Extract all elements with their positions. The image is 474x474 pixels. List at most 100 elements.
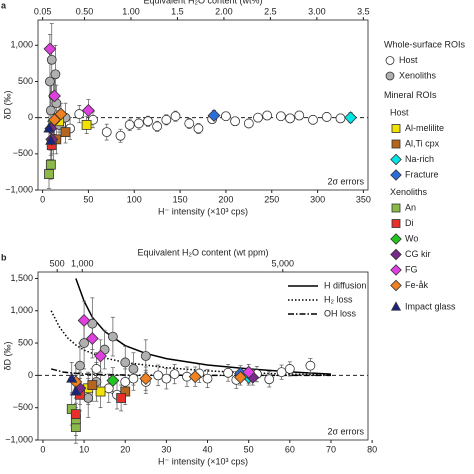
marker — [170, 111, 181, 122]
panel-label: a — [1, 0, 7, 10]
marker — [169, 369, 180, 379]
marker — [207, 109, 221, 122]
marker — [262, 110, 273, 121]
marker — [390, 248, 402, 261]
x-tick-label: 20 — [120, 444, 130, 454]
legend-label: Fracture — [405, 169, 439, 179]
marker — [120, 376, 131, 387]
marker — [43, 122, 55, 133]
marker — [391, 139, 401, 149]
marker — [83, 393, 94, 403]
legend-subtitle: Xenoliths — [390, 187, 428, 197]
marker — [94, 349, 107, 363]
legend-label: Fe-åk — [405, 280, 429, 290]
marker — [45, 105, 56, 116]
marker — [140, 351, 151, 361]
y-tick-label: 500 — [18, 76, 33, 86]
x2-axis-label: Equivalent H₂O content (wt ppm) — [137, 247, 268, 257]
marker — [106, 374, 120, 387]
marker — [390, 264, 402, 276]
marker — [385, 71, 395, 81]
marker — [276, 111, 286, 122]
marker — [54, 107, 68, 121]
x-tick-label: 100 — [127, 194, 142, 204]
marker — [243, 118, 254, 129]
marker — [66, 372, 78, 383]
legend-label: Di — [405, 218, 414, 228]
x-tick-label: 60 — [285, 444, 295, 454]
marker — [107, 331, 118, 342]
plot-frame — [37, 271, 369, 441]
marker — [82, 104, 95, 117]
marker — [305, 360, 316, 371]
marker — [161, 373, 172, 384]
legend-title: Mineral ROIs — [384, 90, 437, 100]
x-axis-label: H⁻ intensity (×10³ cps) — [158, 206, 248, 216]
marker — [120, 357, 131, 368]
marker — [391, 219, 401, 228]
x-tick-label: 300 — [310, 194, 325, 204]
marker — [74, 109, 85, 119]
marker — [75, 360, 85, 371]
legend-label: FG — [405, 264, 418, 274]
y-tick-label: −500 — [13, 148, 33, 158]
x2-tick-label: 2.00 — [215, 6, 233, 16]
marker — [193, 123, 204, 134]
marker — [385, 56, 395, 65]
panel-label: b — [1, 252, 7, 262]
marker — [81, 119, 92, 130]
x-tick-label: 250 — [264, 194, 279, 204]
plot-frame — [37, 19, 369, 191]
x-tick-label: 50 — [244, 444, 254, 454]
marker — [285, 113, 295, 124]
marker — [70, 385, 82, 396]
marker — [139, 372, 153, 386]
annotation: 2σ errors — [327, 176, 364, 186]
legend-label: CG kir — [405, 249, 431, 259]
marker — [133, 118, 144, 129]
legend-label: OH loss — [324, 308, 357, 318]
marker — [143, 116, 153, 127]
marker — [276, 367, 287, 378]
legend-label: An — [405, 202, 416, 212]
x-tick-label: 10 — [79, 444, 89, 454]
marker — [50, 69, 61, 80]
marker — [45, 159, 56, 170]
marker — [44, 169, 54, 179]
marker — [335, 113, 346, 124]
marker — [101, 127, 112, 138]
legend-label: Na-rich — [405, 154, 434, 164]
marker — [124, 119, 135, 130]
marker — [153, 370, 164, 381]
y-tick-label: −1,000 — [5, 434, 33, 444]
marker — [390, 279, 402, 292]
y-tick-label: 1,000 — [10, 40, 33, 50]
marker — [321, 112, 332, 122]
marker — [77, 314, 91, 327]
x-tick-label: 350 — [356, 194, 371, 204]
marker — [390, 233, 402, 245]
x2-tick-label: 500 — [50, 258, 65, 268]
marker — [79, 338, 89, 348]
marker — [91, 364, 102, 374]
marker — [390, 169, 402, 181]
x2-tick-label: 5,000 — [272, 258, 295, 268]
marker — [264, 374, 275, 385]
y-tick-label: −500 — [13, 402, 33, 412]
marker — [390, 301, 402, 311]
marker — [391, 124, 401, 133]
y-tick-label: −1,000 — [5, 184, 33, 194]
x-axis-label: H⁻ intensity (×10³ cps) — [158, 456, 248, 466]
marker — [115, 130, 126, 141]
marker — [390, 153, 402, 166]
x2-tick-label: 1.00 — [122, 6, 140, 16]
legend-label: Al,Ti cpx — [405, 138, 440, 148]
y-tick-label: 0 — [28, 370, 33, 380]
marker — [46, 54, 57, 65]
marker — [230, 116, 240, 127]
y-tick-label: 1,500 — [10, 273, 33, 283]
marker — [152, 121, 163, 132]
y-tick-label: 500 — [18, 337, 33, 347]
marker — [128, 373, 139, 384]
